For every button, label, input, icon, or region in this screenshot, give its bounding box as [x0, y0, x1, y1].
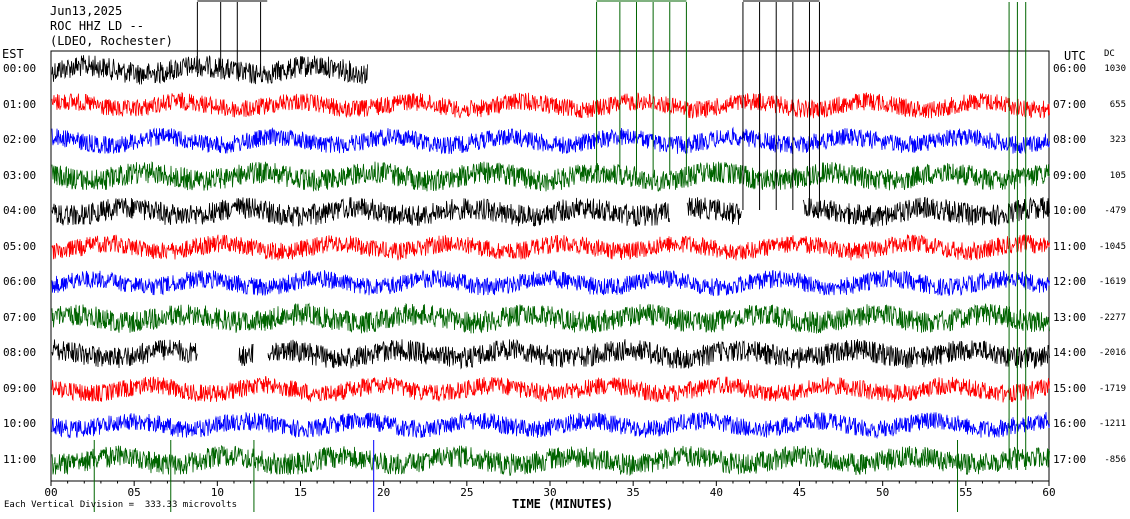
utc-hour-label: 08:00: [1053, 133, 1087, 146]
utc-hour-label: 13:00: [1053, 310, 1087, 324]
trace-group: [51, 55, 1050, 477]
x-tick-label: 45: [793, 486, 806, 499]
dc-offset-label: 105: [1109, 170, 1126, 181]
plot-frame: [50, 50, 1050, 482]
trace-0400: [51, 196, 1050, 227]
network-label: (LDEO, Rochester): [50, 34, 173, 48]
est-hour-label: 10:00: [3, 417, 37, 430]
date-label: Jun13,2025: [50, 4, 123, 18]
est-hour-label: 04:00: [3, 204, 37, 217]
trace-0500: [51, 234, 1050, 261]
utc-hour-label: 11:00: [1053, 239, 1087, 253]
station-label: ROC HHZ LD --: [50, 19, 144, 33]
dc-offset-label: 323: [1109, 135, 1126, 145]
est-hour-label: 08:00: [3, 346, 37, 359]
trace-0200: [51, 126, 1050, 155]
x-tick-label: 20: [377, 486, 390, 499]
utc-hour-label: 15:00: [1053, 381, 1087, 395]
utc-hour-label: 07:00: [1053, 97, 1087, 111]
trace-0100: [51, 91, 1050, 119]
x-tick-label: 60: [1042, 486, 1055, 499]
scale-note: Each Vertical Division = 333.33 microvol…: [4, 500, 237, 510]
est-hour-label: 01:00: [3, 97, 37, 111]
x-tick-label: 15: [294, 486, 307, 499]
est-hour-label: 11:00: [3, 452, 37, 466]
x-axis-title: TIME (MINUTES): [512, 497, 614, 511]
est-heading: EST: [2, 47, 24, 61]
x-axis-ticks: 00 05 10 15 20 25 30 35 40 45 50 55 60: [44, 481, 1056, 499]
utc-hour-label: 10:00: [1053, 204, 1087, 217]
est-hour-label: 07:00: [3, 310, 37, 324]
est-hour-label: 09:00: [3, 381, 37, 395]
x-tick-label: 55: [959, 486, 972, 499]
est-hour-label: 06:00: [3, 275, 37, 288]
utc-hour-label: 14:00: [1053, 346, 1087, 359]
trace-0600: [51, 269, 1050, 297]
x-tick-label: 30: [543, 486, 556, 499]
trace-0900: [51, 376, 1050, 403]
dc-offset-label: -1045: [1098, 241, 1126, 252]
utc-heading: UTC: [1064, 49, 1086, 63]
utc-hour-label: 16:00: [1053, 417, 1087, 430]
trace-0700: [51, 302, 1050, 334]
est-hour-label: 03:00: [3, 168, 37, 182]
utc-hour-label: 09:00: [1053, 168, 1087, 182]
x-tick-label: 25: [460, 486, 473, 499]
utc-hour-label: 06:00: [1053, 62, 1087, 75]
x-tick-label: 40: [710, 486, 723, 499]
utc-hour-label: 17:00: [1053, 452, 1087, 466]
dc-offset-label: -1619: [1098, 277, 1126, 287]
x-tick-label: 50: [876, 486, 889, 499]
est-hour-label: 02:00: [3, 133, 37, 146]
trace-0000: [51, 55, 368, 85]
trace-1100: [51, 444, 1050, 477]
dc-offset-label: -1719: [1098, 383, 1126, 394]
est-hour-label: 00:00: [3, 62, 37, 75]
trace-1000: [51, 412, 1050, 440]
x-tick-label: 10: [211, 486, 224, 499]
dc-offset-label: -856: [1104, 454, 1126, 465]
dc-offset-label: -2016: [1098, 348, 1126, 358]
x-tick-label: 00: [44, 486, 57, 499]
x-tick-label: 35: [627, 486, 640, 499]
x-tick-label: 05: [128, 486, 141, 499]
trace-0300: [51, 161, 1050, 192]
est-hour-label: 05:00: [3, 239, 37, 253]
utc-hour-label: 12:00: [1053, 275, 1087, 288]
dc-offset-label: 1030: [1104, 64, 1126, 74]
dc-offset-label: -1211: [1098, 419, 1126, 429]
dc-offset-label: -2277: [1098, 312, 1126, 323]
spike-group: [93, 0, 1027, 512]
trace-0800: [51, 339, 1050, 370]
dc-heading: DC: [1104, 49, 1115, 59]
dc-offset-label: -479: [1104, 206, 1126, 216]
dc-offset-label: 655: [1109, 99, 1126, 110]
